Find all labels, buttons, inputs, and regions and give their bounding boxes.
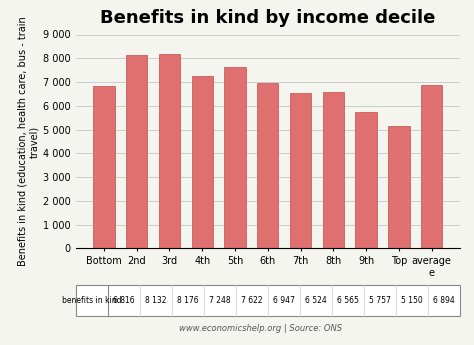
Bar <box>323 92 344 248</box>
Text: 7 248: 7 248 <box>209 296 231 305</box>
Y-axis label: Benefits in kind (education, health care, bus - train travel): Benefits in kind (education, health care… <box>18 17 39 266</box>
Text: 8 176: 8 176 <box>177 296 199 305</box>
Text: 5 150: 5 150 <box>401 296 423 305</box>
Bar <box>388 126 410 248</box>
Text: 6 947: 6 947 <box>273 296 295 305</box>
Bar <box>191 76 213 248</box>
Text: 6 894: 6 894 <box>433 296 455 305</box>
Text: benefits in kind: benefits in kind <box>62 296 122 305</box>
Text: 7 622: 7 622 <box>241 296 263 305</box>
Bar <box>159 54 180 248</box>
Bar <box>421 85 442 248</box>
Bar <box>126 55 147 248</box>
Bar <box>93 86 115 248</box>
Bar <box>290 93 311 248</box>
Text: 6 524: 6 524 <box>305 296 327 305</box>
Bar <box>224 67 246 248</box>
Text: 6 816: 6 816 <box>113 296 135 305</box>
Text: 8 132: 8 132 <box>145 296 166 305</box>
Text: www.economicshelp.org | Source: ONS: www.economicshelp.org | Source: ONS <box>179 324 342 333</box>
Bar <box>356 111 377 248</box>
Text: 6 565: 6 565 <box>337 296 359 305</box>
Title: Benefits in kind by income decile: Benefits in kind by income decile <box>100 9 436 27</box>
Bar <box>257 83 278 248</box>
Text: 5 757: 5 757 <box>369 296 391 305</box>
